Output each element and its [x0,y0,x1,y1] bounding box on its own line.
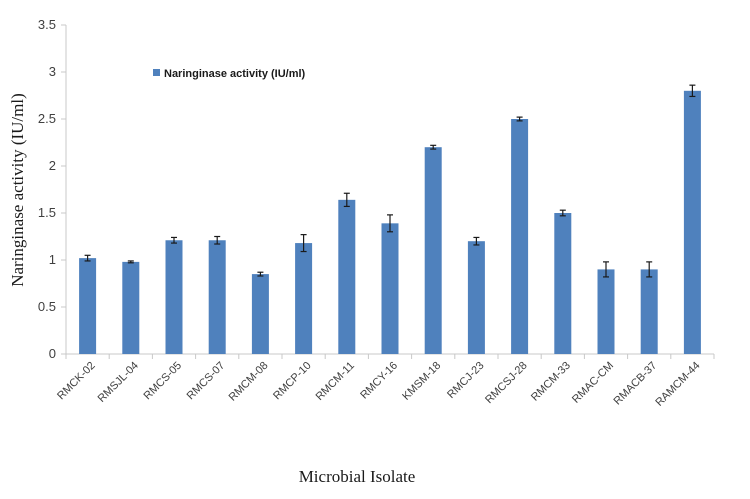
bar [122,261,140,354]
y-tick-label: 2 [49,158,56,173]
bar [338,199,356,354]
y-tick-label: 3 [49,64,56,79]
bar [424,147,442,354]
bar [208,240,226,354]
x-tick-label: RAMCM-44 [653,360,702,409]
bar [79,258,97,354]
bar [640,269,658,354]
bar [467,241,485,354]
x-tick-label: RMCP-10 [271,360,314,403]
bar [251,274,269,354]
y-axis-title: Naringinase activity (IU/ml) [8,93,27,287]
bar [597,269,615,354]
y-tick-label: 3.5 [38,17,56,32]
y-tick-label: 1 [49,252,56,267]
legend-label: Naringinase activity (IU/ml) [164,68,306,80]
x-tick-label: RMCY-16 [358,360,400,402]
x-axis-title: Microbial Isolate [299,467,416,486]
y-tick-label: 0 [49,346,56,361]
x-tick-label: RMCM-08 [227,360,271,404]
legend: Naringinase activity (IU/ml) [153,68,306,80]
bar [554,213,572,354]
y-tick-label: 2.5 [38,111,56,126]
x-tick-label: RMSJL-04 [96,360,141,405]
y-tick-label: 0.5 [38,299,56,314]
x-tick-label: RMAC-CM [570,360,616,406]
legend-swatch [153,69,160,76]
bar [165,240,183,354]
x-tick-label: RMCJ-23 [445,360,486,401]
bar [511,119,529,354]
x-tick-label: RMCM-11 [314,360,357,403]
bar [683,90,701,355]
x-tick-label: RMCK-02 [55,360,98,403]
bar [295,243,313,354]
x-tick-label: RMCM-33 [529,360,573,404]
y-tick-label: 1.5 [38,205,56,220]
bar-series [79,84,701,355]
y-axis: 0 0.5 1 1.5 2 2.5 3 3.5 [38,17,67,361]
bar [381,223,399,354]
x-tick-label: RMCSJ-28 [483,360,530,407]
x-tick-label: RMCS-07 [185,360,228,403]
x-tick-label: RMCS-05 [141,360,184,403]
x-tick-label: KMSM-18 [400,360,443,403]
